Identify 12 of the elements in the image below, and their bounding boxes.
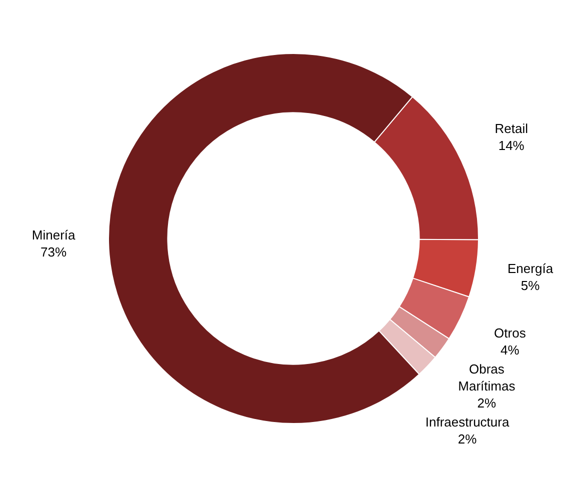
data-label: 2% — [458, 431, 478, 446]
slice-label: Energía — [508, 260, 554, 276]
slice-label: Minería — [32, 227, 76, 242]
slice-label: Infraestructura — [425, 414, 510, 430]
data-label: 4% — [500, 342, 520, 358]
slice-label: Retail — [494, 120, 528, 136]
data-label: 2% — [477, 395, 497, 410]
data-label: 14% — [498, 138, 525, 153]
data-label: 5% — [520, 278, 540, 293]
slice-label: Obras Marítimas — [458, 361, 516, 394]
data-label: 73% — [40, 244, 68, 260]
slice-label: Otros — [494, 325, 526, 340]
